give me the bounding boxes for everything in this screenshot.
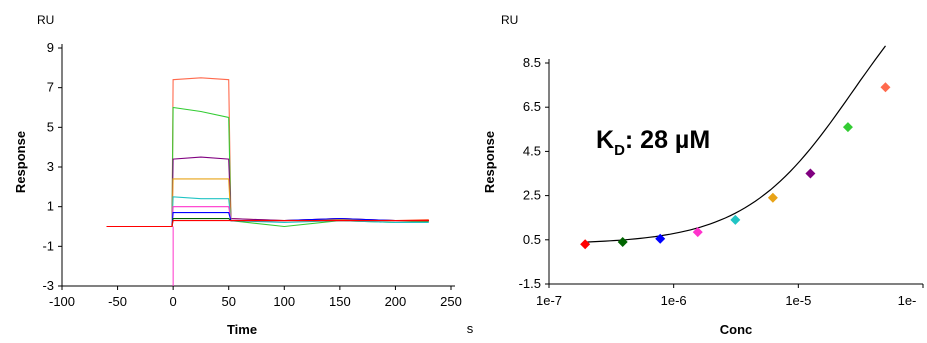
right-y-tick-label: 8.5 — [523, 55, 541, 70]
kd-value: : 28 µM — [625, 126, 710, 154]
left-y-tick-label: -3 — [42, 278, 54, 293]
left-y-axis-title: Response — [13, 131, 28, 193]
right-y-tick-label: 6.5 — [523, 99, 541, 114]
left-x-tick-label: 100 — [273, 294, 295, 309]
right-y-tick-label: 0.5 — [523, 232, 541, 247]
data-point-3 — [692, 227, 703, 238]
left-y-tick-label: 1 — [47, 199, 54, 214]
right-unit-label: RU — [501, 13, 518, 27]
sensorgram-series-2 — [106, 156, 429, 228]
left-axes: -3 -1 1 3 5 7 9 -100 -50 0 50 100 150 200 250 — [42, 40, 461, 309]
data-point-0 — [580, 239, 591, 250]
data-point-6 — [805, 168, 816, 179]
sensorgram-panel: RU Response Time s -3 -1 1 3 5 7 9 -100 -50 0 50 10… — [13, 13, 474, 337]
right-x-axis-title: Conc — [720, 322, 753, 337]
left-x-tick-label: -100 — [49, 294, 75, 309]
left-x-tick-label: 150 — [329, 294, 351, 309]
right-x-tick-label: 1e- — [898, 293, 917, 308]
right-y-tick-label: -1.5 — [519, 276, 541, 291]
left-x-tick-label: 0 — [170, 294, 177, 309]
kd-annotation: KD: 28 µM — [596, 126, 710, 159]
right-x-tick-label: 1e-6 — [661, 293, 687, 308]
right-x-tick-label: 1e-5 — [785, 293, 811, 308]
left-x-tick-label: 50 — [221, 294, 235, 309]
sensorgram-series-4 — [106, 196, 429, 228]
left-x-axis-title: Time — [227, 322, 257, 337]
sensorgram-series-5 — [106, 206, 429, 228]
right-y-axis-title: Response — [482, 131, 497, 193]
left-x-tick-label: -50 — [108, 294, 127, 309]
data-point-7 — [842, 122, 853, 133]
left-y-tick-label: 7 — [47, 80, 54, 95]
left-x-tick-label: 200 — [385, 294, 407, 309]
data-point-4 — [730, 214, 741, 225]
right-x-tick-label: 1e-7 — [536, 293, 562, 308]
right-y-tick-label: 2.5 — [523, 188, 541, 203]
binding-curve-panel: RU Response Conc -1.5 0.5 2.5 4.5 6.5 8.5 1e-7… — [482, 13, 924, 337]
left-x-unit-label: s — [467, 321, 474, 336]
left-y-tick-label: 3 — [47, 159, 54, 174]
data-point-8 — [880, 82, 891, 93]
right-axes: -1.5 0.5 2.5 4.5 6.5 8.5 1e-7 1e-6 1e-5 1e- — [519, 55, 924, 308]
data-point-1 — [617, 237, 628, 248]
data-point-2 — [655, 233, 666, 244]
kd-k: K — [596, 126, 614, 154]
left-y-tick-label: -1 — [42, 238, 54, 253]
fit-curve — [585, 45, 886, 243]
left-unit-label: RU — [37, 13, 54, 27]
left-x-tick-label: 250 — [440, 294, 462, 309]
sensorgram-series-8 — [106, 220, 429, 228]
right-y-tick-label: 4.5 — [523, 143, 541, 158]
sensorgram-series-0 — [106, 77, 429, 228]
left-series-group — [106, 77, 429, 286]
right-points-group — [580, 82, 891, 250]
data-point-5 — [767, 192, 778, 203]
left-y-tick-label: 5 — [47, 119, 54, 134]
sensorgram-series-3 — [106, 178, 429, 228]
sensorgram-series-1 — [106, 106, 429, 228]
left-y-tick-label: 9 — [47, 40, 54, 55]
kd-subscript: D — [614, 142, 625, 159]
